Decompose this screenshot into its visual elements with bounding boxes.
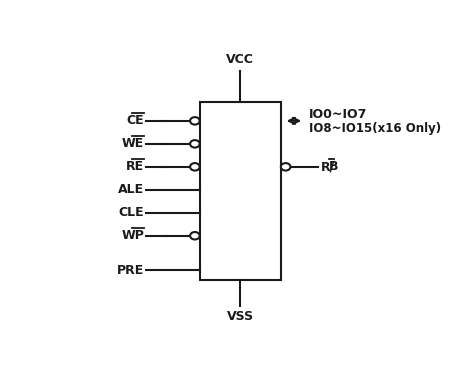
Circle shape [281, 163, 290, 170]
Circle shape [190, 140, 200, 148]
Text: RE: RE [126, 160, 144, 173]
Circle shape [190, 163, 200, 170]
Text: PRE: PRE [117, 264, 144, 277]
Text: VCC: VCC [226, 53, 254, 66]
Text: ALE: ALE [118, 183, 144, 196]
Circle shape [190, 117, 200, 125]
Text: CE: CE [127, 115, 144, 127]
Text: WE: WE [122, 137, 144, 150]
Text: WP: WP [121, 229, 144, 242]
Circle shape [190, 232, 200, 239]
Text: B: B [329, 160, 338, 173]
Text: R/: R/ [321, 160, 335, 173]
Text: IO0~IO7: IO0~IO7 [308, 108, 367, 121]
Text: CLE: CLE [119, 206, 144, 219]
Text: IO8~IO15(x16 Only): IO8~IO15(x16 Only) [308, 122, 441, 135]
Bar [200, 102, 281, 280]
Text: VSS: VSS [227, 310, 254, 323]
